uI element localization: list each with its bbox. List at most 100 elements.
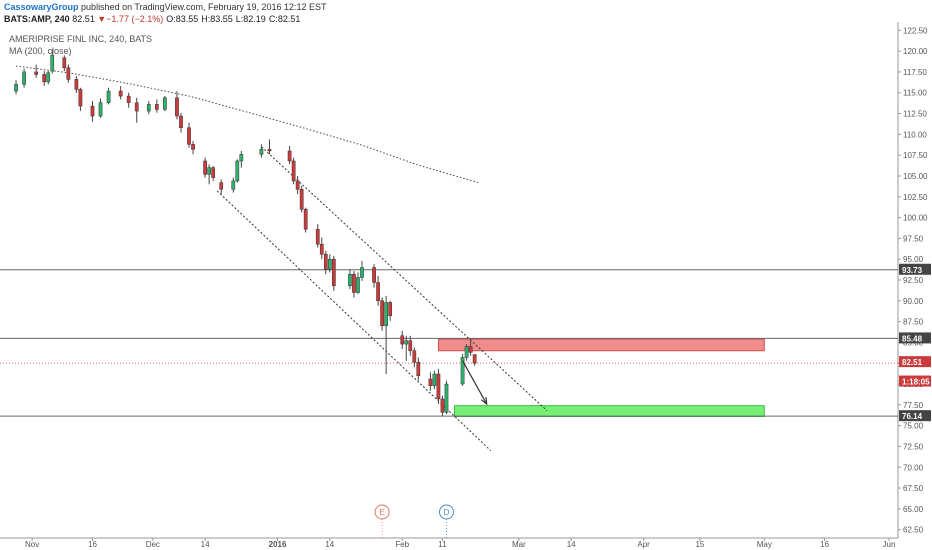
dividend-marker-icon xyxy=(438,504,454,520)
candle-body xyxy=(179,115,183,128)
y-tick-label: 120.00 xyxy=(903,47,928,56)
author-link[interactable]: CassowaryGroup xyxy=(4,2,79,12)
candle xyxy=(436,369,441,405)
candle-body xyxy=(66,67,71,80)
candle xyxy=(46,71,51,85)
candle xyxy=(303,207,308,233)
candle xyxy=(287,146,292,165)
event-marker-label: D xyxy=(444,508,450,517)
y-tick-label: 97.50 xyxy=(903,234,924,243)
candle-body xyxy=(372,267,376,283)
publish-info: CassowaryGroup published on TradingView.… xyxy=(4,2,327,12)
chart-legend: AMERIPRISE FINL INC, 240, BATS MA (200, … xyxy=(9,33,152,57)
candle xyxy=(219,179,224,195)
candle-body xyxy=(408,340,413,351)
candle xyxy=(211,165,216,181)
candle-body xyxy=(239,154,244,162)
x-tick-label: Dec xyxy=(146,540,160,549)
candle xyxy=(267,139,272,155)
candle-body xyxy=(327,258,332,270)
candle-body xyxy=(360,267,364,278)
candle xyxy=(175,91,179,120)
candle xyxy=(416,357,421,381)
candle xyxy=(154,99,159,113)
candle xyxy=(62,55,67,72)
candle xyxy=(207,164,211,185)
y-tick-label: 105.00 xyxy=(903,172,928,181)
candle-body xyxy=(42,74,47,83)
candle-body xyxy=(432,373,437,386)
candle-body xyxy=(191,144,195,150)
event-marker-label: E xyxy=(379,508,384,517)
candle xyxy=(90,101,95,122)
y-tick-label: 87.50 xyxy=(903,318,924,327)
candle-body xyxy=(78,89,83,107)
candle xyxy=(356,272,360,295)
candle-body xyxy=(98,102,103,117)
x-tick-label: 16 xyxy=(88,540,97,549)
x-tick-label: 16 xyxy=(820,540,829,549)
candle-body xyxy=(74,79,79,90)
y-tick-label: 90.00 xyxy=(903,297,924,306)
y-tick-label: 77.50 xyxy=(903,401,924,410)
y-tick-label: 70.00 xyxy=(903,463,924,472)
price-label-box xyxy=(899,356,931,368)
price-change: −1.77 (−2.1%) xyxy=(106,14,164,24)
x-tick-label: Apr xyxy=(637,540,650,549)
candle xyxy=(126,92,131,108)
candle-body xyxy=(428,378,433,386)
x-tick-label: 14 xyxy=(567,540,576,549)
candle-body xyxy=(299,189,304,210)
candle xyxy=(384,295,388,375)
resistance-zone xyxy=(437,338,765,352)
candle-body xyxy=(207,167,211,175)
candle xyxy=(203,157,207,178)
candle xyxy=(331,255,336,291)
y-tick-label: 122.50 xyxy=(903,26,928,35)
chart-title[interactable]: AMERIPRISE FINL INC, 240, BATS xyxy=(9,34,153,44)
candle-body xyxy=(440,398,445,413)
price-label: 93.73 xyxy=(902,266,923,275)
candle xyxy=(380,297,384,331)
candle-body xyxy=(356,277,360,293)
candle-body xyxy=(259,149,264,155)
candle-body xyxy=(412,350,417,363)
earnings-marker-icon xyxy=(374,504,390,520)
x-tick-label: 15 xyxy=(695,540,704,549)
candle-body xyxy=(62,57,67,69)
candle xyxy=(78,87,83,112)
candle-body xyxy=(380,300,384,327)
candle xyxy=(352,270,356,298)
candle xyxy=(291,157,296,185)
candle xyxy=(235,159,240,183)
low-value: L:82.19 xyxy=(235,14,266,24)
y-tick-label: 115.00 xyxy=(903,89,927,98)
candle-body xyxy=(118,90,123,97)
last-price: 82.51 xyxy=(72,14,95,24)
candle xyxy=(14,80,18,95)
candle xyxy=(460,354,465,386)
candle-body xyxy=(235,160,240,182)
candle-body xyxy=(295,180,300,190)
candle xyxy=(372,264,376,288)
candle-body xyxy=(163,97,167,110)
candle xyxy=(315,224,320,248)
candle-body xyxy=(187,127,191,145)
candle xyxy=(299,185,304,213)
candle xyxy=(22,68,26,88)
y-tick-label: 100.00 xyxy=(903,214,928,223)
x-tick-label: Mar xyxy=(512,540,526,549)
price-label-box xyxy=(899,332,931,344)
high-value: H:83.55 xyxy=(201,14,233,24)
y-tick-label: 65.00 xyxy=(903,505,924,514)
candle xyxy=(66,64,71,83)
candle xyxy=(323,250,328,275)
channel-line xyxy=(261,146,548,412)
x-tick-label: 14 xyxy=(325,540,334,549)
candle xyxy=(34,64,39,78)
indicator-label[interactable]: MA (200, close) xyxy=(9,46,72,56)
candle xyxy=(295,175,300,195)
projection-arrow xyxy=(462,360,488,405)
candle xyxy=(163,96,167,112)
